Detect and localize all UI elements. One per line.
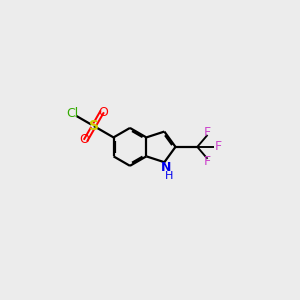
- Text: Cl: Cl: [66, 107, 79, 120]
- Text: H: H: [165, 171, 173, 181]
- Text: F: F: [204, 126, 211, 139]
- Text: F: F: [204, 155, 211, 168]
- Text: O: O: [80, 133, 89, 146]
- Text: O: O: [98, 106, 108, 119]
- Text: S: S: [89, 119, 99, 133]
- Text: N: N: [161, 161, 171, 174]
- Text: F: F: [215, 140, 222, 153]
